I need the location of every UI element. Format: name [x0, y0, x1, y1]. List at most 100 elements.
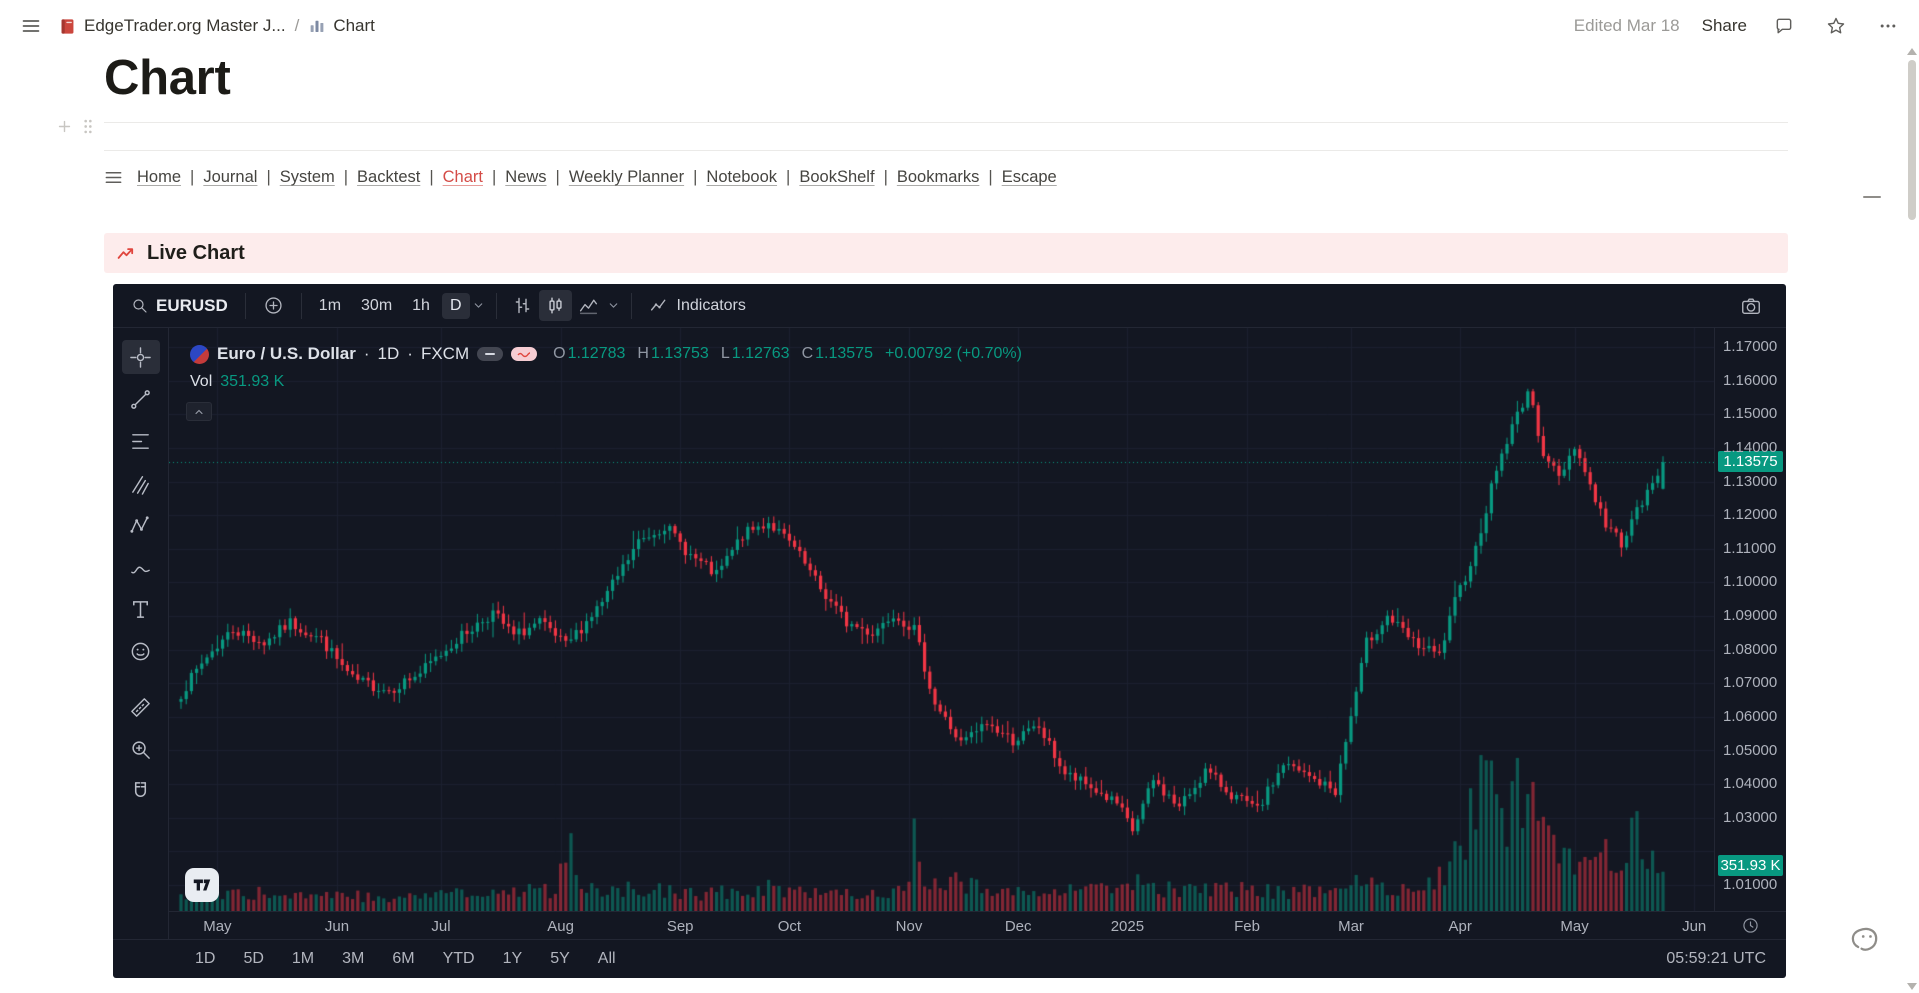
page-scrollbar[interactable]	[1905, 46, 1919, 993]
tradingview-logo[interactable]	[185, 868, 219, 902]
share-button[interactable]: Share	[1701, 16, 1747, 35]
candlestick-canvas[interactable]	[169, 328, 1714, 911]
scroll-up-arrow[interactable]	[1907, 48, 1917, 55]
nav-separator: |	[266, 168, 271, 186]
range-1d[interactable]: 1D	[193, 947, 217, 971]
time-axis-label: Jun	[1682, 918, 1707, 935]
ellipsis-icon	[1880, 24, 1896, 28]
drawing-toolbar	[113, 328, 169, 939]
indicators-icon	[650, 299, 665, 311]
range-3m[interactable]: 3M	[340, 947, 366, 971]
price-axis-label: 1.14000	[1723, 438, 1778, 456]
minimize-widget-button[interactable]	[1858, 184, 1886, 210]
nav-link-escape[interactable]: Escape	[1001, 168, 1057, 186]
interval-30m[interactable]: 30m	[353, 293, 400, 319]
assistant-button[interactable]	[1843, 914, 1889, 960]
pitchfork-tool[interactable]	[122, 466, 160, 500]
fib-retracement-tool[interactable]	[122, 424, 160, 458]
nav-link-news[interactable]: News	[505, 168, 547, 186]
nav-link-chart[interactable]: Chart	[442, 168, 483, 186]
time-axis-label: May	[1560, 918, 1589, 935]
volume-legend[interactable]: Vol 351.93 K	[190, 373, 284, 391]
bars-style-icon	[515, 297, 529, 314]
time-axis-label: 2025	[1110, 918, 1145, 935]
nav-link-weekly-planner[interactable]: Weekly Planner	[568, 168, 685, 186]
chevron-down-icon	[609, 303, 617, 308]
doodle-face-icon	[1851, 927, 1878, 951]
measure-tool[interactable]	[122, 690, 160, 724]
range-ytd[interactable]: YTD	[441, 947, 477, 971]
zoom-in-icon	[132, 740, 150, 759]
toolbar-separator	[495, 292, 497, 319]
chart-clock[interactable]: 05:59:21 UTC	[1666, 950, 1766, 967]
page-breadcrumb[interactable]: Chart	[308, 16, 375, 36]
block-handles[interactable]	[56, 118, 95, 135]
star-icon	[1827, 17, 1845, 34]
chart-legend[interactable]: Euro / U.S. Dollar · 1D · FXCM O 1.12783 …	[190, 344, 1022, 364]
text-tool[interactable]	[122, 592, 160, 626]
range-5d[interactable]: 5D	[241, 947, 265, 971]
crosshair-tool[interactable]	[121, 340, 160, 374]
price-axis-label: 1.11000	[1723, 539, 1777, 557]
nav-link-notebook[interactable]: Notebook	[706, 168, 778, 186]
indicators-button[interactable]: Indicators	[641, 290, 754, 321]
comments-button[interactable]	[1769, 11, 1799, 41]
nav-link-bookmarks[interactable]: Bookmarks	[896, 168, 980, 186]
interval-1m[interactable]: 1m	[311, 293, 349, 319]
interval-dropdown-chevron[interactable]	[470, 295, 487, 316]
pattern-tool[interactable]	[122, 508, 160, 542]
range-all[interactable]: All	[596, 947, 618, 971]
symbol-search-button[interactable]: EURUSD	[123, 291, 236, 321]
workspace-breadcrumb[interactable]: EdgeTrader.org Master J...	[58, 16, 286, 36]
range-1m[interactable]: 1M	[290, 947, 316, 971]
price-axis-label: 1.16000	[1723, 371, 1778, 389]
time-axis-label: Jul	[431, 918, 451, 935]
favorite-button[interactable]	[1821, 11, 1851, 41]
ruler-icon	[131, 697, 150, 717]
chart-toolbar: EURUSD 1m 30m 1h D	[113, 284, 1786, 328]
price-axis[interactable]: 1.13575 351.93 K 1.17000 1.16000 1.15000 1.…	[1714, 328, 1786, 911]
legend-marker-pill[interactable]	[511, 347, 538, 361]
candle-style-button[interactable]	[538, 290, 572, 321]
chevron-up-icon	[195, 409, 203, 414]
interval-d[interactable]: D	[441, 292, 470, 319]
time-axis-label: May	[203, 918, 232, 935]
symbol-label: EURUSD	[156, 295, 228, 315]
style-dropdown-chevron[interactable]	[605, 295, 622, 316]
range-6m[interactable]: 6M	[390, 947, 416, 971]
time-axis[interactable]: May Jun Jul Aug Sep Oct Nov Dec 2025 Feb Mar Apr May…	[169, 911, 1786, 939]
nav-menu-icon[interactable]	[104, 168, 123, 187]
timezone-button[interactable]	[1741, 916, 1760, 935]
magnet-tool[interactable]	[122, 774, 160, 808]
high-value: 1.13753	[650, 345, 709, 362]
bar-style-button[interactable]	[506, 290, 539, 321]
more-options-button[interactable]	[1873, 11, 1903, 41]
nav-separator: |	[988, 168, 993, 186]
nav-link-backtest[interactable]: Backtest	[357, 168, 421, 186]
legend-collapse-button[interactable]	[186, 402, 212, 421]
interval-1h[interactable]: 1h	[404, 293, 438, 319]
legend-hide-pill[interactable]	[477, 347, 504, 361]
scroll-down-arrow[interactable]	[1907, 983, 1917, 990]
legend-symbol-title: Euro / U.S. Dollar	[217, 344, 356, 363]
range-1y[interactable]: 1Y	[501, 947, 525, 971]
live-chart-banner: Live Chart	[104, 233, 1788, 273]
nav-link-system[interactable]: System	[279, 168, 335, 186]
sidebar-toggle-button[interactable]	[16, 11, 46, 41]
area-style-button[interactable]	[572, 290, 605, 321]
emoji-tool[interactable]	[122, 634, 160, 668]
brush-tool[interactable]	[122, 550, 160, 584]
chart-plot-area: Euro / U.S. Dollar · 1D · FXCM O 1.12783 …	[169, 328, 1714, 911]
range-5y[interactable]: 5Y	[548, 947, 572, 971]
price-axis-label: 1.15000	[1723, 405, 1778, 423]
nav-link-home[interactable]: Home	[137, 168, 182, 186]
trend-line-tool[interactable]	[122, 382, 160, 416]
zoom-tool[interactable]	[122, 732, 160, 766]
nav-link-journal[interactable]: Journal	[203, 168, 258, 186]
snapshot-button[interactable]	[1732, 290, 1770, 322]
compare-add-button[interactable]	[255, 290, 292, 321]
price-axis-label: 1.08000	[1723, 640, 1778, 658]
scrollbar-thumb[interactable]	[1908, 60, 1916, 220]
time-axis-label: Sep	[666, 918, 694, 935]
nav-link-bookshelf[interactable]: BookShelf	[799, 168, 875, 186]
